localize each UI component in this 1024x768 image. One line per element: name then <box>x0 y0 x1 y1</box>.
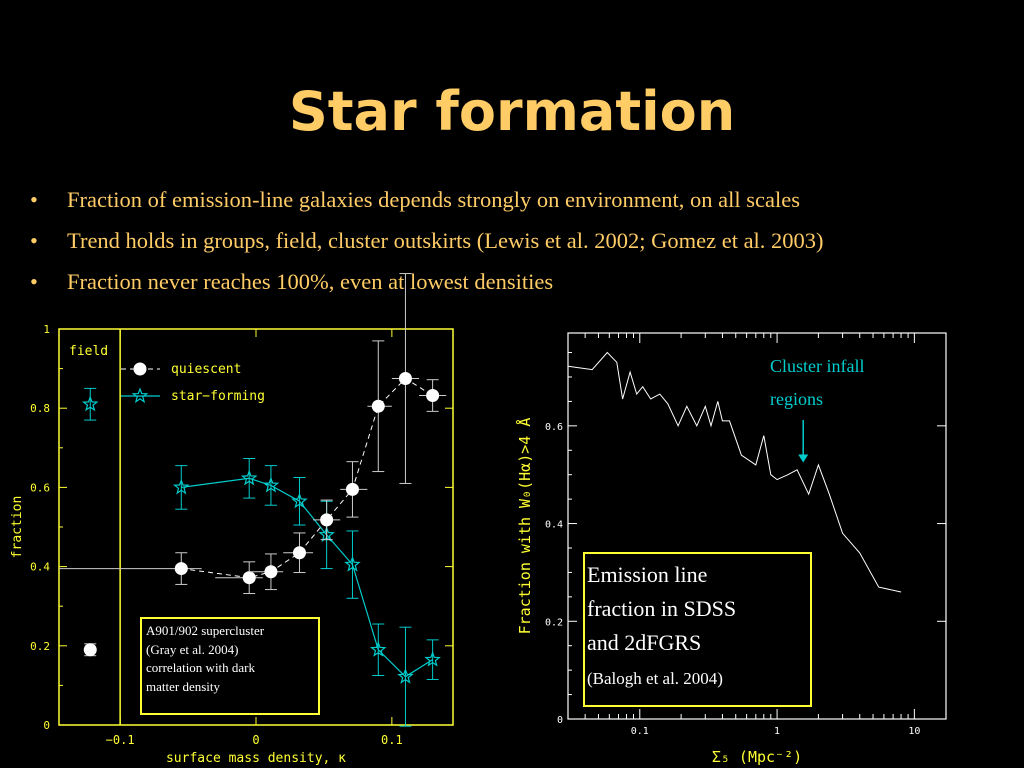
star-forming-point <box>424 650 441 667</box>
sigma-chart: 0 0.2 0.4 0.6 0.1 1 10 Σ₅ (Mpc⁻²) Fraction with … <box>515 332 947 766</box>
slide-title: Star formation <box>288 80 736 143</box>
x-axis-label: surface mass density, κ <box>166 751 346 766</box>
x-tick-label: 0 <box>252 733 259 747</box>
supercluster-note-line: matter density <box>146 678 221 694</box>
infall-label: Cluster infall <box>770 356 864 376</box>
legend-star-forming-label: star−forming <box>171 389 265 404</box>
supercluster-note-box: A901/902 supercluster (Gray et al. 2004)… <box>140 617 320 715</box>
quiescent-point <box>320 513 334 527</box>
sdss-note-line: and 2dFGRS <box>587 630 702 655</box>
star-forming-point <box>172 478 190 495</box>
legend-quiescent-label: quiescent <box>171 362 241 377</box>
bullet-list: Fraction of emission-line galaxies depen… <box>30 184 1010 307</box>
y-tick-label: 1 <box>43 323 50 336</box>
bullet-item: Fraction never reaches 100%, even at low… <box>30 266 1010 307</box>
bullet-item: Fraction of emission-line galaxies depen… <box>30 184 1010 225</box>
kappa-chart: 0 0.2 0.4 0.6 0.8 1 −0.1 0 0.1 surface mass densi… <box>10 273 454 766</box>
legend-star-forming-marker <box>131 387 149 404</box>
star-forming-point <box>262 476 280 493</box>
legend-quiescent-marker <box>133 362 147 376</box>
sdss-note-line: fraction in SDSS <box>587 596 737 621</box>
quiescent-point <box>264 565 278 579</box>
supercluster-note-line: correlation with dark <box>146 660 256 675</box>
y-tick-label: 0.8 <box>30 402 50 415</box>
y-tick-label: 0.2 <box>545 617 563 628</box>
x-tick-label: 1 <box>774 726 780 737</box>
x-tick-label: 10 <box>908 726 920 737</box>
star-forming-point <box>240 469 258 486</box>
x-axis-label: Σ₅ (Mpc⁻²) <box>712 748 802 766</box>
supercluster-note-line: (Gray et al. 2004) <box>146 641 239 657</box>
y-tick-label: 0 <box>43 719 50 732</box>
star-forming-point <box>344 555 361 572</box>
sdss-note-line: Emission line <box>587 562 708 587</box>
quiescent-point <box>426 389 440 403</box>
sdss-note-citation: (Balogh et al. 2004) <box>587 669 723 688</box>
infall-arrow-head <box>798 454 809 463</box>
field-label: field <box>69 344 108 359</box>
legend: quiescent star−forming <box>121 362 265 404</box>
quiescent-point <box>345 482 359 496</box>
sdss-note-box: Emission line fraction in SDSS and 2dFGR… <box>583 552 812 707</box>
y-tick-label: 0.4 <box>30 561 50 574</box>
supercluster-note-line: A901/902 supercluster <box>146 623 265 638</box>
star-forming-point <box>291 492 308 509</box>
infall-label: regions <box>770 389 823 409</box>
quiescent-point <box>292 546 306 560</box>
y-tick-label: 0.6 <box>545 422 563 433</box>
star-forming-field-point <box>81 395 99 412</box>
y-axis-label: fraction <box>10 496 25 559</box>
plot-frame <box>567 332 947 720</box>
star-forming-point <box>369 641 387 657</box>
bullet-item: Trend holds in groups, field, cluster ou… <box>30 225 1010 266</box>
y-axis-label: Fraction with W₀(Hα)>4 Å <box>515 418 534 635</box>
quiescent-line <box>181 377 433 579</box>
y-tick-label: 0.2 <box>30 640 50 653</box>
quiescent-point <box>371 399 385 413</box>
star-forming-point <box>397 668 414 684</box>
series-quiescent <box>59 273 447 657</box>
x-tick-label: −0.1 <box>106 733 135 747</box>
quiescent-point <box>242 571 256 585</box>
quiescent-field-point <box>83 643 97 657</box>
quiescent-point <box>174 562 188 576</box>
x-tick-label: 0.1 <box>631 726 649 737</box>
x-tick-label: 0.1 <box>381 733 403 747</box>
quiescent-point <box>398 372 412 385</box>
y-tick-label: 0.6 <box>30 481 50 494</box>
y-tick-label: 0.4 <box>545 520 563 531</box>
y-tick-label: 0 <box>557 715 563 726</box>
emission-fraction-line <box>567 351 902 593</box>
